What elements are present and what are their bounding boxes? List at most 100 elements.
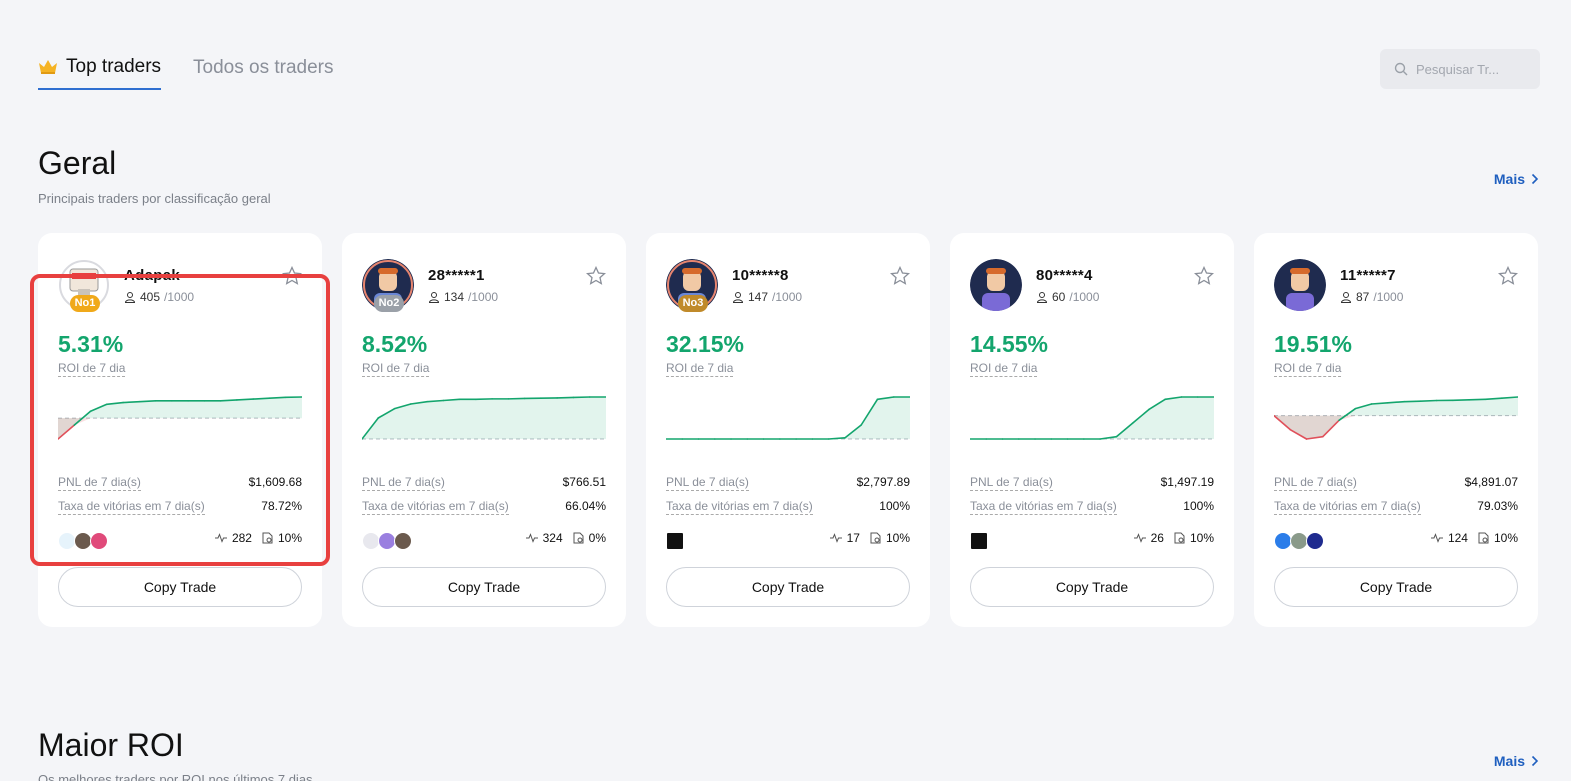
roi-value: 19.51% (1274, 331, 1353, 357)
pnl-row: PNL de 7 dia(s) $2,797.89 (666, 475, 910, 491)
roi-value: 5.31% (58, 331, 124, 357)
more-link-label: Mais (1493, 171, 1525, 187)
sparkline-segment (1305, 435, 1324, 440)
roi-value: 14.55% (970, 331, 1049, 357)
winrate-label: Taxa de vitórias em 7 dia(s) (1274, 499, 1421, 515)
trader-card: No2 28*****1 134/1000 8.52% ROI de 7 dia… (342, 233, 626, 627)
share-value: 10% (277, 531, 302, 545)
share-metric: 10% (1478, 531, 1518, 545)
chevron-right-icon (1531, 755, 1539, 767)
winrate-row: Taxa de vitórias em 7 dia(s) 100% (970, 499, 1214, 515)
trader-name[interactable]: Adapak (124, 267, 180, 284)
star-icon[interactable] (1498, 266, 1518, 286)
roi-sparkline (1274, 396, 1518, 440)
copy-trade-button[interactable]: Copy Trade (362, 567, 606, 607)
sparkline-segment (377, 407, 396, 419)
section-title-geral: Geral (38, 145, 117, 181)
share-metric: 10% (1174, 531, 1214, 545)
user-icon (1340, 292, 1352, 303)
pnl-label: PNL de 7 dia(s) (362, 475, 445, 491)
star-icon[interactable] (890, 266, 910, 286)
pnl-value: $1,497.19 (1160, 475, 1214, 489)
more-link-geral[interactable]: Mais (1494, 171, 1539, 187)
heart-coin-icon (90, 532, 108, 550)
pnl-row: PNL de 7 dia(s) $4,891.07 (1274, 475, 1518, 491)
sparkline-segment (73, 410, 92, 426)
trader-name[interactable]: 10*****8 (732, 267, 789, 284)
sparkline-segment (219, 399, 238, 402)
coin-icons (362, 532, 412, 550)
followers-max: /1000 (164, 290, 195, 304)
followers-value: 147 (748, 290, 769, 304)
sparkline-segment (442, 398, 461, 402)
navy-coin-icon (1306, 532, 1324, 550)
copy-trade-button[interactable]: Copy Trade (666, 567, 910, 607)
tab-all-traders[interactable]: Todos os traders (193, 56, 333, 90)
sparkline-segment (105, 401, 124, 406)
document-icon (262, 532, 273, 544)
followers-max: /1000 (468, 290, 499, 304)
search-box[interactable] (1380, 49, 1540, 89)
trades-value: 17 (846, 531, 860, 545)
winrate-value: 78.72% (261, 499, 302, 513)
sparkline-segment (1164, 396, 1183, 401)
trader-name[interactable]: 28*****1 (428, 267, 485, 284)
activity-icon (1133, 533, 1146, 543)
activity-icon (214, 533, 227, 543)
winrate-value: 100% (1183, 499, 1214, 513)
sparkline-segment (1274, 414, 1292, 431)
sparkline-area (666, 397, 910, 439)
sparkline-segment (426, 399, 445, 403)
token-coin-icon (970, 532, 988, 550)
coin-icons (58, 532, 108, 550)
roi-label: ROI de 7 dia (970, 361, 1038, 377)
more-link-maior-roi[interactable]: Mais (1494, 753, 1539, 769)
user-icon (732, 292, 744, 303)
copy-trade-button[interactable]: Copy Trade (58, 567, 302, 607)
copy-trade-button[interactable]: Copy Trade (970, 567, 1214, 607)
sparkline-area (362, 397, 606, 439)
winrate-label: Taxa de vitórias em 7 dia(s) (58, 499, 205, 515)
sparkline-negative-area (58, 418, 302, 439)
followers-value: 134 (444, 290, 465, 304)
trader-name[interactable]: 11*****7 (1340, 267, 1396, 284)
share-value: 0% (588, 531, 606, 545)
trader-name[interactable]: 80*****4 (1036, 267, 1093, 284)
trader-card: No1 Adapak 405/1000 5.31% ROI de 7 dia P… (38, 233, 322, 627)
roi-label: ROI de 7 dia (58, 361, 126, 377)
followers-value: 87 (1356, 290, 1370, 304)
document-icon (1174, 532, 1185, 544)
followers-count: 87/1000 (1340, 290, 1403, 304)
section-subtitle-geral: Principais traders por classificação ger… (38, 191, 271, 206)
sparkline-area (970, 397, 1214, 439)
winrate-value: 66.04% (565, 499, 606, 513)
sparkline-area (1274, 397, 1518, 439)
search-input[interactable] (1416, 61, 1526, 77)
sparkline-segment (876, 396, 895, 401)
sparkline-segment (1289, 428, 1308, 440)
trades-value: 26 (1150, 531, 1164, 545)
pnl-row: PNL de 7 dia(s) $1,497.19 (970, 475, 1214, 491)
sparkline-segment (1115, 422, 1134, 438)
pnl-label: PNL de 7 dia(s) (1274, 475, 1357, 491)
crown-icon (39, 60, 57, 74)
pnl-value: $766.51 (562, 475, 606, 489)
sparkline-segment (268, 396, 287, 400)
star-icon[interactable] (1194, 266, 1214, 286)
roi-label: ROI de 7 dia (362, 361, 430, 377)
star-icon[interactable] (586, 266, 606, 286)
activity-icon (829, 533, 842, 543)
followers-max: /1000 (1069, 290, 1100, 304)
followers-value: 405 (140, 290, 161, 304)
pnl-label: PNL de 7 dia(s) (970, 475, 1053, 491)
trades-metric: 282 (214, 531, 252, 545)
sparkline-segment (1321, 419, 1340, 438)
copy-trade-button[interactable]: Copy Trade (1274, 567, 1518, 607)
sparkline-segment (1387, 400, 1405, 404)
token-coin-icon (666, 532, 684, 550)
followers-value: 60 (1052, 290, 1066, 304)
sparkline-segment (89, 403, 108, 413)
sparkline-segment (236, 398, 254, 401)
star-icon[interactable] (282, 266, 302, 286)
tab-top-traders[interactable]: Top traders (38, 56, 162, 90)
